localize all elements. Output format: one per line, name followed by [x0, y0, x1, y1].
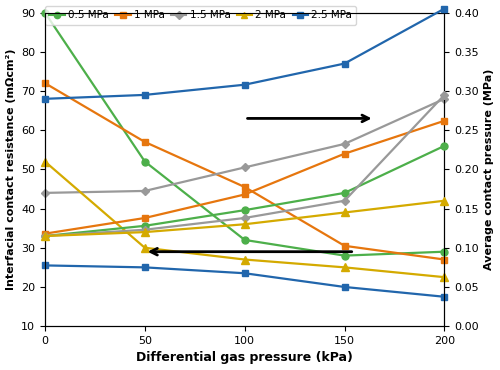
- Y-axis label: Average contact pressure (MPa): Average contact pressure (MPa): [484, 69, 494, 270]
- Y-axis label: Interfacial contact resistance (mΩcm²): Interfacial contact resistance (mΩcm²): [6, 48, 16, 290]
- X-axis label: Differential gas pressure (kPa): Differential gas pressure (kPa): [136, 352, 353, 364]
- Legend: 0.5 MPa, 1 MPa, 1.5 MPa, 2 MPa, 2.5 MPa: 0.5 MPa, 1 MPa, 1.5 MPa, 2 MPa, 2.5 MPa: [45, 6, 356, 25]
